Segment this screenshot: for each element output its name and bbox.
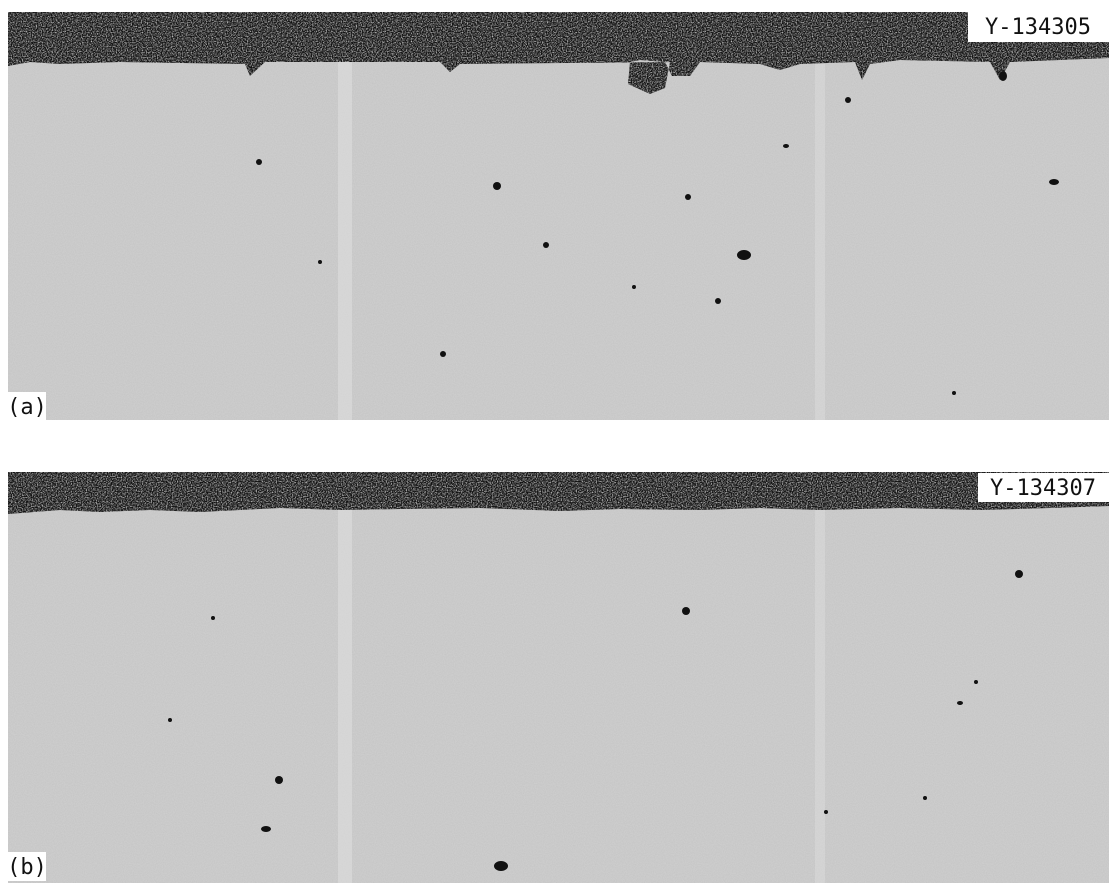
- page: Y-134305 (a) Y-134307 (b) (() => { const…: [0, 0, 1109, 883]
- panel-label: (b): [7, 855, 47, 880]
- specimen-id: Y-134305: [985, 15, 1091, 40]
- specimen-id: Y-134307: [990, 476, 1096, 501]
- streak: [338, 510, 352, 883]
- matrix-grain: [8, 12, 1109, 420]
- streak: [815, 60, 825, 420]
- micrograph-b: Y-134307 (b): [7, 472, 1109, 883]
- mounting-grain: [8, 472, 1109, 514]
- figure: Y-134305 (a) Y-134307 (b): [0, 0, 1109, 883]
- streak: [338, 60, 352, 420]
- micrograph-a: Y-134305 (a): [7, 12, 1109, 420]
- matrix-grain: [8, 472, 1109, 883]
- streak: [815, 510, 825, 883]
- panel-label: (a): [7, 395, 47, 420]
